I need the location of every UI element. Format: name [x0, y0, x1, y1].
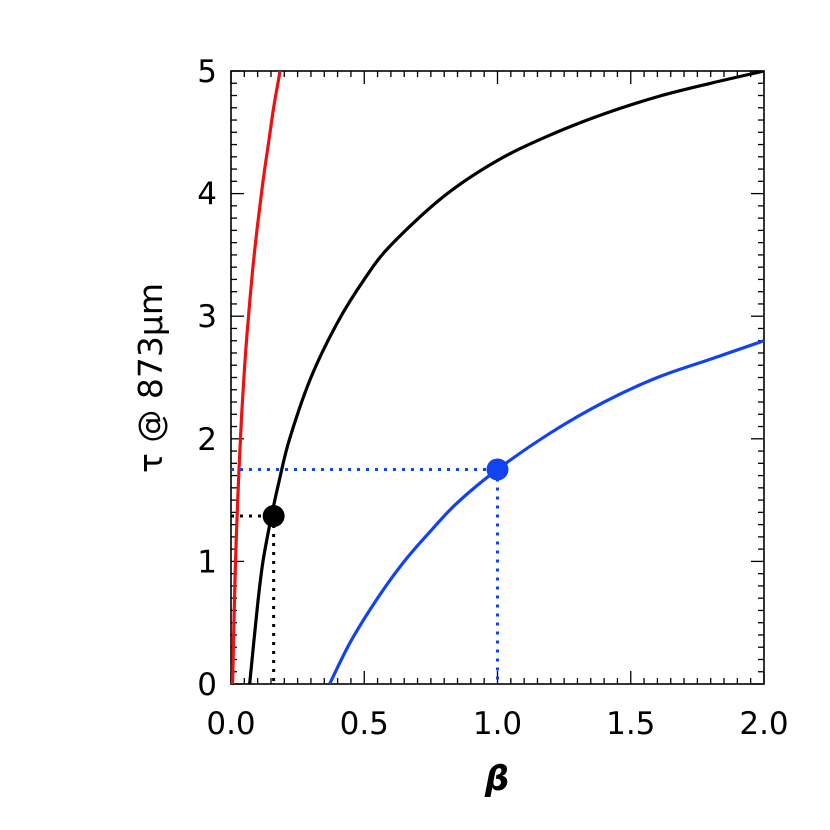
marker-point-1 [262, 505, 285, 528]
y-tick-label: 4 [197, 177, 217, 213]
x-tick-label: 0.5 [340, 706, 389, 742]
x-tick-label: 1.0 [473, 706, 522, 742]
x-axis-label: β [484, 759, 509, 799]
series-line-3 [328, 339, 764, 684]
y-tick-label: 0 [197, 667, 217, 703]
y-tick-label: 5 [197, 54, 217, 90]
guide-lines [231, 467, 499, 684]
axis-tick-labels: 0.0 0.5 1.0 1.5 2.0 0 1 2 3 4 5 [197, 54, 788, 742]
x-tick-label: 1.5 [606, 706, 655, 742]
x-tick-label: 2.0 [739, 706, 788, 742]
y-tick-label: 2 [197, 422, 217, 458]
marker-point-2 [486, 458, 509, 481]
data-series [231, 71, 764, 684]
x-tick-label: 0.0 [206, 706, 255, 742]
series-line-2 [248, 71, 764, 684]
y-tick-label: 3 [197, 299, 217, 335]
y-tick-label: 1 [197, 544, 217, 580]
y-axis-label: τ @ 873μm [131, 283, 170, 473]
data-markers [262, 458, 509, 528]
series-line-1 [231, 71, 282, 684]
axis-ticks [230, 70, 765, 685]
